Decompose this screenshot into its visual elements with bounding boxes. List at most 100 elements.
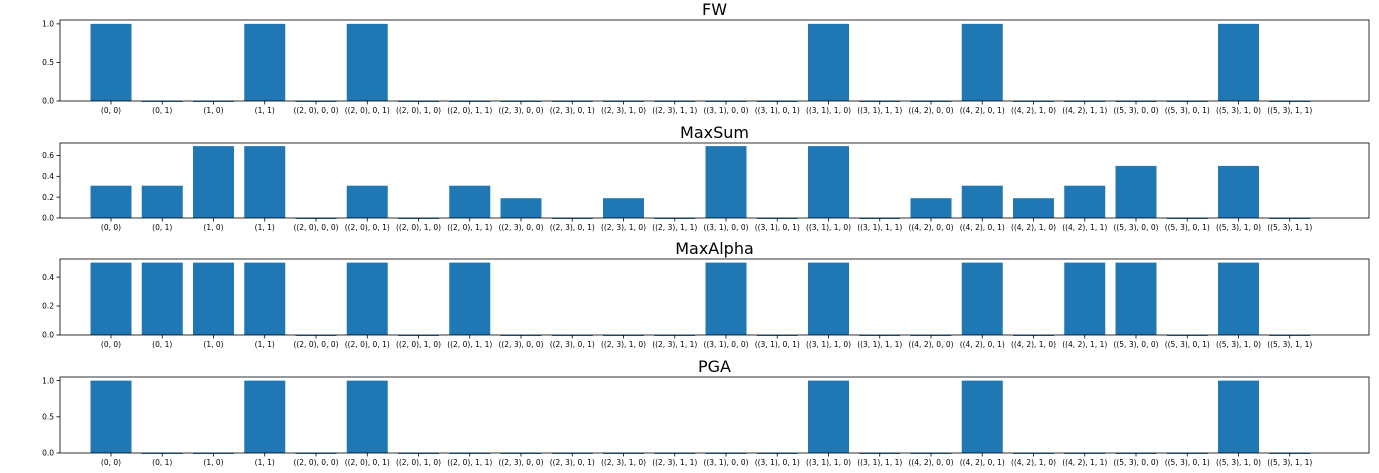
bar [1218, 380, 1259, 453]
x-tick-label: ((2, 0), 1, 1) [447, 106, 492, 115]
bar [808, 23, 849, 101]
x-tick-label: ((3, 1), 1, 1) [857, 458, 902, 467]
x-tick-label: ((4, 2), 1, 0) [1011, 458, 1056, 467]
y-tick-label: 0.0 [42, 449, 54, 458]
x-tick-label: ((5, 3), 1, 1) [1267, 106, 1312, 115]
x-tick-label: ((5, 3), 1, 1) [1267, 340, 1312, 349]
x-tick-label: ((4, 2), 0, 1) [960, 106, 1005, 115]
axes-frame [59, 19, 1370, 102]
x-tick-label: ((2, 0), 0, 0) [293, 340, 338, 349]
x-tick-label: ((3, 1), 1, 0) [806, 223, 851, 232]
x-tick-label: ((5, 3), 0, 1) [1165, 106, 1210, 115]
x-tick-label: ((2, 0), 0, 0) [293, 458, 338, 467]
x-tick-label: ((4, 2), 1, 0) [1011, 340, 1056, 349]
x-tick-label: ((3, 1), 0, 0) [703, 106, 748, 115]
x-tick-label: ((2, 3), 1, 0) [601, 106, 646, 115]
bar [1064, 262, 1106, 335]
bar [603, 198, 644, 218]
y-tick-label: 0.2 [42, 193, 54, 202]
y-tick-label: 0.0 [42, 214, 54, 223]
x-tick-label: ((2, 3), 1, 0) [601, 223, 646, 232]
x-tick-label: (0, 1) [152, 223, 172, 232]
x-tick-label: ((4, 2), 1, 1) [1062, 340, 1107, 349]
bar [90, 185, 132, 218]
x-tick-label: ((2, 3), 0, 1) [550, 106, 595, 115]
y-tick-label: 1.0 [42, 20, 54, 29]
x-tick-label: (1, 1) [255, 458, 275, 467]
x-tick-label: ((5, 3), 0, 1) [1165, 223, 1210, 232]
y-tick-label: 0.4 [42, 273, 54, 282]
x-tick-label: ((5, 3), 1, 0) [1216, 223, 1261, 232]
chart-panel: MaxSum (0, 0) (0, 1) (1, 0) (1, 1) ((2, 0), 0… [42, 123, 1370, 232]
x-tick-label: ((4, 2), 0, 0) [908, 106, 953, 115]
x-tick-label: ((5, 3), 0, 0) [1113, 223, 1158, 232]
y-tick-label: 0.0 [42, 97, 54, 106]
x-tick-label: ((2, 3), 1, 1) [652, 340, 697, 349]
x-tick-label: ((2, 0), 1, 1) [447, 223, 492, 232]
bar [346, 185, 388, 218]
y-tick-label: 0.0 [42, 331, 54, 340]
bar [193, 146, 234, 219]
x-tick-label: (1, 0) [203, 340, 223, 349]
bar [1218, 165, 1259, 218]
x-tick-label: ((4, 2), 1, 1) [1062, 458, 1107, 467]
x-tick-label: ((2, 0), 1, 0) [396, 223, 441, 232]
x-tick-label: ((4, 2), 0, 1) [960, 340, 1005, 349]
x-tick-label: ((2, 3), 1, 0) [601, 340, 646, 349]
bar [961, 380, 1003, 453]
x-tick-label: ((2, 3), 1, 1) [652, 223, 697, 232]
x-tick-label: (1, 0) [203, 106, 223, 115]
x-tick-label: ((5, 3), 0, 0) [1113, 458, 1158, 467]
x-tick-label: (1, 1) [255, 223, 275, 232]
bar [1064, 185, 1106, 218]
chart-panel: MaxAlpha (0, 0) (0, 1) (1, 0) (1, 1) ((2, 0),… [42, 239, 1370, 349]
x-tick-label: ((2, 0), 0, 1) [345, 106, 390, 115]
x-tick-label: ((5, 3), 1, 1) [1267, 458, 1312, 467]
x-tick-label: ((5, 3), 1, 1) [1267, 223, 1312, 232]
x-tick-label: ((3, 1), 1, 0) [806, 340, 851, 349]
bar [346, 23, 388, 101]
x-tick-label: (0, 0) [101, 106, 121, 115]
x-tick-label: ((2, 3), 1, 1) [652, 106, 697, 115]
x-tick-label: ((5, 3), 0, 0) [1113, 106, 1158, 115]
bar [808, 380, 849, 453]
bar [705, 262, 747, 335]
bar [1115, 165, 1157, 218]
x-tick-label: ((3, 1), 1, 1) [857, 340, 902, 349]
x-tick-label: ((2, 3), 1, 1) [652, 458, 697, 467]
bar [141, 262, 183, 335]
x-tick-label: ((2, 3), 0, 0) [498, 223, 543, 232]
x-tick-label: ((2, 3), 0, 1) [550, 223, 595, 232]
axes-frame [59, 258, 1370, 336]
x-tick-label: (0, 1) [152, 340, 172, 349]
x-tick-label: ((3, 1), 1, 0) [806, 106, 851, 115]
x-tick-label: ((3, 1), 0, 0) [703, 223, 748, 232]
x-tick-label: ((2, 0), 1, 0) [396, 340, 441, 349]
x-tick-label: (0, 0) [101, 458, 121, 467]
bar [808, 262, 849, 335]
chart-title: PGA [698, 357, 731, 376]
x-tick-label: (1, 1) [255, 340, 275, 349]
x-tick-label: ((4, 2), 0, 0) [908, 223, 953, 232]
y-tick-label: 0.6 [42, 151, 54, 160]
x-tick-label: ((4, 2), 0, 1) [960, 223, 1005, 232]
bar [244, 146, 286, 219]
x-tick-label: ((4, 2), 1, 0) [1011, 223, 1056, 232]
x-tick-label: ((4, 2), 1, 1) [1062, 223, 1107, 232]
bar [346, 262, 388, 335]
axes-frame [59, 142, 1370, 219]
bar [244, 262, 286, 335]
x-tick-label: ((2, 3), 0, 1) [550, 340, 595, 349]
bar [141, 185, 183, 218]
x-tick-label: ((4, 2), 0, 0) [908, 458, 953, 467]
bar [346, 380, 388, 453]
chart-title: MaxSum [680, 123, 749, 142]
x-tick-label: ((3, 1), 0, 1) [755, 223, 800, 232]
bar [90, 262, 132, 335]
x-tick-label: ((2, 0), 1, 0) [396, 458, 441, 467]
x-tick-label: ((4, 2), 0, 1) [960, 458, 1005, 467]
y-tick-label: 0.5 [42, 58, 54, 67]
x-tick-label: ((5, 3), 0, 1) [1165, 340, 1210, 349]
bar [705, 146, 747, 219]
